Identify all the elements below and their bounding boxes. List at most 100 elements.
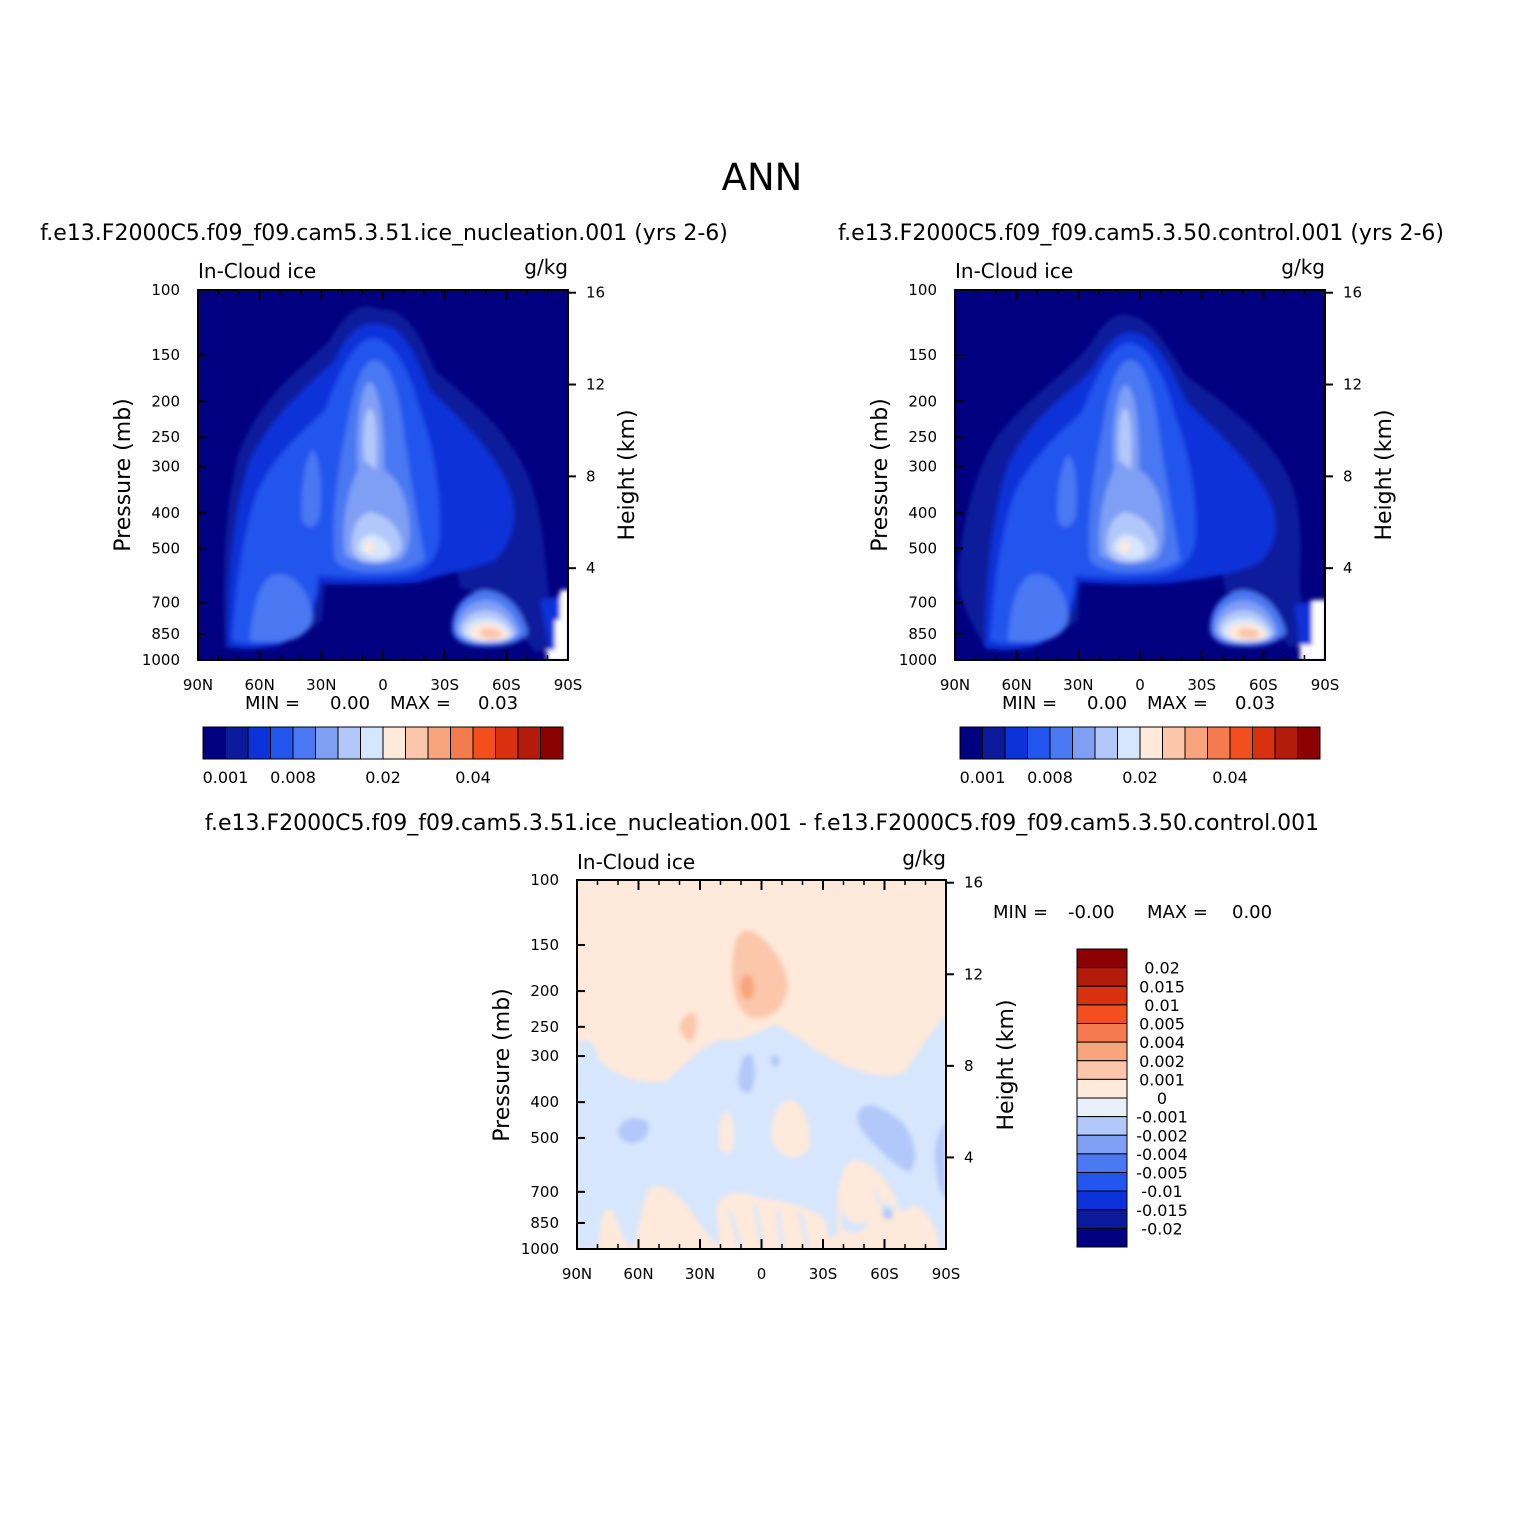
y-ticks-right: 16 12 8 4 — [1325, 284, 1362, 577]
min-label: MIN = — [245, 693, 300, 714]
contour-field — [577, 880, 946, 1249]
y-tick-label: 100 — [151, 281, 180, 299]
colorbar-swatch — [495, 726, 519, 760]
colorbar-swatch — [1076, 1097, 1128, 1118]
x-tick-label: 60N — [1002, 676, 1032, 694]
colorbar-tick-label: 0.002 — [1139, 1052, 1185, 1071]
max-value: 0.03 — [478, 693, 518, 714]
colorbar-tick-label: 0.01 — [1144, 996, 1180, 1015]
height-tick-label: 8 — [1343, 467, 1353, 485]
units-label: g/kg — [1281, 255, 1325, 279]
min-max-stats: MIN = 0.00 MAX = 0.03 — [245, 693, 518, 714]
height-tick-label: 8 — [586, 467, 596, 485]
colorbar-swatch — [1076, 1023, 1128, 1043]
x-tick-label: 90N — [183, 676, 213, 694]
panel-difference: f.e13.F2000C5.f09_f09.cam5.3.51.ice_nucl… — [205, 811, 1319, 1283]
y-tick-label: 1000 — [521, 1240, 559, 1258]
y-tick-label: 200 — [151, 392, 180, 410]
y-tick-label: 250 — [151, 428, 180, 446]
colorbar-swatch — [1076, 1134, 1128, 1155]
x-tick-label: 30S — [430, 676, 459, 694]
colorbar-tick-label: -0.002 — [1136, 1126, 1188, 1145]
x-tick-label: 90S — [932, 1265, 961, 1283]
colorbar-swatch — [1076, 985, 1128, 1006]
colorbar-swatch — [1162, 726, 1186, 760]
y-ticks-left: 100 150 200 250 300 400 500 700 850 1000 — [899, 281, 963, 669]
colorbar-tick-label: 0 — [1157, 1089, 1167, 1108]
colorbar-swatch — [1076, 1116, 1128, 1136]
colorbar-swatch — [1094, 726, 1118, 760]
colorbar: 0.001 0.008 0.02 0.04 — [202, 726, 564, 787]
y-tick-label: 100 — [530, 871, 559, 889]
colorbar-swatch — [1184, 726, 1208, 760]
colorbar-tick-label: 0.001 — [960, 768, 1006, 787]
colorbar-swatch — [1207, 726, 1231, 760]
y-ticks-right: 16 12 8 4 — [568, 284, 605, 577]
colorbar-swatch — [1076, 948, 1128, 969]
colorbar-tick-label: 0.015 — [1139, 977, 1185, 996]
panel-title: f.e13.F2000C5.f09_f09.cam5.3.50.control.… — [838, 221, 1444, 246]
colorbar-swatch — [247, 726, 271, 760]
y-axis-label-right: Height (km) — [1372, 409, 1397, 540]
height-tick-label: 16 — [964, 874, 983, 892]
units-label: g/kg — [902, 846, 946, 870]
colorbar-swatch — [1004, 726, 1028, 760]
panel-ice-nucleation: f.e13.F2000C5.f09_f09.cam5.3.51.ice_nucl… — [40, 221, 728, 787]
colorbar-swatch — [1274, 726, 1298, 760]
min-value: -0.00 — [1068, 902, 1115, 923]
panel-title: f.e13.F2000C5.f09_f09.cam5.3.51.ice_nucl… — [40, 221, 728, 246]
height-tick-label: 4 — [1343, 559, 1353, 577]
max-label: MAX = — [1147, 902, 1208, 923]
x-ticks: 90N 60N 30N 0 30S 60S 90S — [940, 290, 1339, 694]
colorbar-tick-label: 0.02 — [365, 768, 401, 787]
min-max-stats: MIN = -0.00 MAX = 0.00 — [993, 902, 1272, 923]
y-tick-label: 250 — [908, 428, 937, 446]
y-tick-label: 1000 — [899, 651, 937, 669]
colorbar-swatch — [1076, 967, 1128, 987]
colorbar-swatch — [540, 726, 564, 760]
colorbar-swatch — [1072, 726, 1096, 760]
x-tick-label: 60S — [492, 676, 521, 694]
colorbar-swatch — [270, 726, 294, 760]
y-tick-label: 150 — [530, 936, 559, 954]
y-tick-label: 150 — [151, 346, 180, 364]
y-ticks-left: 100 150 200 250 300 400 500 700 850 1000 — [521, 871, 585, 1258]
colorbar: 0.001 0.008 0.02 0.04 — [959, 726, 1321, 787]
x-tick-label: 60S — [1249, 676, 1278, 694]
colorbar-tick-label: -0.004 — [1136, 1145, 1188, 1164]
x-tick-label: 60N — [245, 676, 275, 694]
contour-field — [955, 290, 1325, 660]
colorbar-swatch — [517, 726, 541, 760]
colorbar-swatch — [292, 726, 316, 760]
height-tick-label: 12 — [1343, 376, 1362, 394]
colorbar-tick-label: 0.008 — [1027, 768, 1073, 787]
min-label: MIN = — [993, 902, 1048, 923]
colorbar-tick-label: 0.04 — [455, 768, 491, 787]
x-tick-label: 30S — [809, 1265, 838, 1283]
colorbar-swatch — [337, 726, 361, 760]
panel-title: f.e13.F2000C5.f09_f09.cam5.3.51.ice_nucl… — [205, 811, 1319, 836]
height-tick-label: 4 — [964, 1148, 974, 1166]
colorbar-swatch — [360, 726, 384, 760]
y-tick-label: 850 — [908, 625, 937, 643]
x-tick-label: 60N — [623, 1265, 653, 1283]
y-tick-label: 250 — [530, 1018, 559, 1036]
y-tick-label: 200 — [530, 982, 559, 1000]
y-tick-label: 700 — [151, 594, 180, 612]
y-tick-label: 500 — [151, 540, 180, 558]
colorbar-swatch — [1076, 1041, 1128, 1062]
y-axis-label-right: Height (km) — [994, 999, 1019, 1130]
variable-label: In-Cloud ice — [198, 259, 316, 283]
x-tick-label: 90N — [562, 1265, 592, 1283]
colorbar-swatch — [1297, 726, 1321, 760]
colorbar-swatch — [1076, 1060, 1128, 1080]
x-tick-label: 0 — [757, 1265, 767, 1283]
colorbar-swatch — [1076, 1190, 1128, 1211]
y-tick-label: 400 — [530, 1093, 559, 1111]
x-tick-label: 60S — [870, 1265, 899, 1283]
y-tick-label: 300 — [530, 1047, 559, 1065]
y-tick-label: 400 — [151, 504, 180, 522]
y-tick-label: 200 — [908, 392, 937, 410]
colorbar-swatch — [959, 726, 983, 760]
